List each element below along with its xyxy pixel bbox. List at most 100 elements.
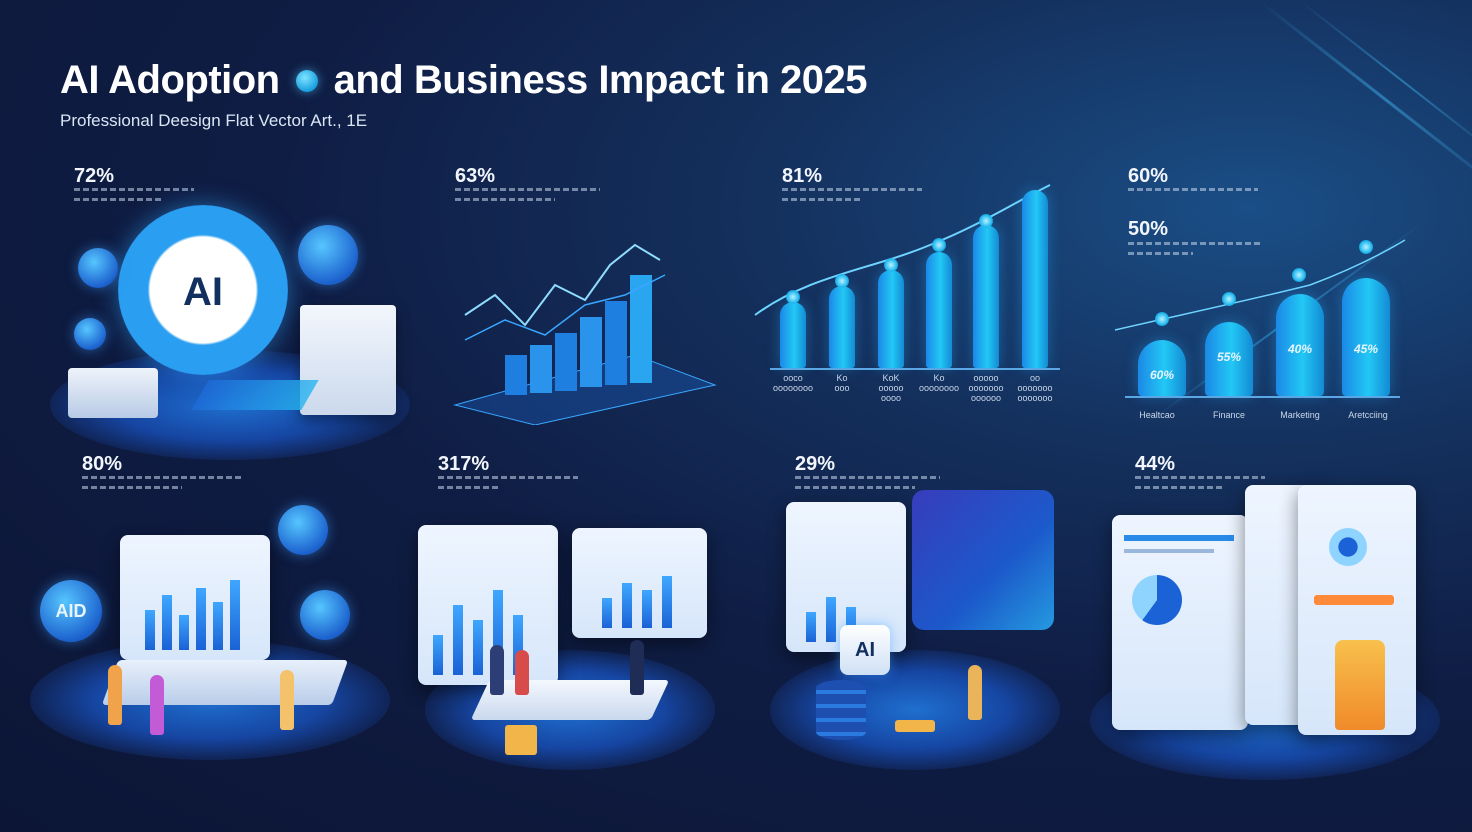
bar <box>780 302 806 368</box>
server-block <box>300 305 396 415</box>
dashboard-screen <box>572 528 707 638</box>
caption-placeholder <box>782 198 862 201</box>
bar <box>1138 340 1186 396</box>
bar <box>1205 322 1253 396</box>
analytics-icon <box>300 590 350 640</box>
bar <box>973 225 999 368</box>
bar-value-label: 45% <box>1353 342 1379 356</box>
bar-value-label: 55% <box>1216 350 1242 364</box>
stat-value-top: 60% <box>1128 165 1169 187</box>
ai-box-text: AI <box>855 638 875 661</box>
pie-stand-icon <box>1335 640 1385 730</box>
person-figure <box>515 650 529 695</box>
background-light-streak <box>1259 0 1472 200</box>
laptop-keyboard <box>101 660 349 705</box>
category-label: Marketing <box>1280 410 1320 420</box>
category-label: Finance <box>1212 410 1246 420</box>
gear-icon <box>78 248 118 288</box>
stat-value: 50% <box>1128 218 1169 240</box>
caption-placeholder <box>82 486 182 489</box>
category-label: Aretcciing <box>1348 410 1388 420</box>
chat-icon <box>278 505 328 555</box>
caption-placeholder <box>1135 486 1225 489</box>
caption-placeholder <box>1128 252 1193 255</box>
caption-placeholder <box>1135 476 1265 479</box>
caption-placeholder <box>74 188 194 191</box>
title-part-1: AI Adoption <box>60 58 280 102</box>
ai-ring-icon <box>118 205 288 375</box>
stat-value: 81% <box>782 165 823 187</box>
ai-chip-text: AID <box>55 600 87 621</box>
bar <box>878 270 904 368</box>
node-icon <box>932 238 946 252</box>
baseline <box>770 368 1060 370</box>
node-icon <box>835 274 849 288</box>
stat-value: 80% <box>82 453 123 475</box>
report-page <box>1112 515 1248 730</box>
bar-label: KoK ooooo oooo <box>878 373 904 403</box>
floor-panel <box>191 380 319 410</box>
node-icon <box>884 258 898 272</box>
bar <box>829 286 855 368</box>
platform-base <box>770 650 1060 770</box>
node-icon <box>1222 292 1236 306</box>
bar-value-label: 60% <box>1149 368 1175 382</box>
person-figure <box>280 670 294 730</box>
caption-placeholder <box>1128 242 1263 245</box>
chart-icon <box>74 318 106 350</box>
caption-placeholder <box>795 486 915 489</box>
stack-block <box>68 368 158 418</box>
bar-label: ooooo ooooooo oooooo <box>968 373 1004 403</box>
bar <box>1342 278 1390 396</box>
person-figure <box>630 640 644 695</box>
stat-value: 63% <box>455 165 496 187</box>
caption-placeholder <box>438 476 578 479</box>
ai-chip-icon: AID <box>40 580 102 642</box>
page-subtitle: Professional Deesign Flat Vector Art., 1… <box>60 111 368 130</box>
chart-bars <box>505 275 652 395</box>
trend-line <box>464 274 666 341</box>
person-figure <box>968 665 982 720</box>
stat-value: 317% <box>438 453 490 475</box>
caption-placeholder <box>455 198 555 201</box>
person-figure <box>490 645 504 695</box>
caption-placeholder <box>782 188 922 191</box>
bar-value-label: 40% <box>1287 342 1313 356</box>
server-stack <box>816 680 866 740</box>
ai-badge-text: AI <box>183 270 223 314</box>
title-part-2: and Business Impact in 2025 <box>333 58 868 102</box>
node-icon <box>1292 268 1306 282</box>
node-icon <box>1359 240 1373 254</box>
caption-placeholder <box>1128 188 1258 191</box>
chair <box>505 725 537 755</box>
trend-curve <box>754 184 1051 316</box>
caption-placeholder <box>82 476 242 479</box>
category-label: Healtcao <box>1139 410 1175 420</box>
baseline <box>1125 396 1400 398</box>
holo-screen <box>912 490 1054 630</box>
isometric-growth-chart <box>453 243 717 425</box>
bar-label: oo ooooooo ooooooo <box>1017 373 1053 403</box>
chair <box>895 720 935 732</box>
node-icon <box>979 214 993 228</box>
caption-placeholder <box>438 486 498 489</box>
caption-placeholder <box>74 198 164 201</box>
caption-placeholder <box>795 476 940 479</box>
search-icon <box>298 225 358 285</box>
stat-value: 44% <box>1135 453 1176 475</box>
bar <box>1276 294 1324 396</box>
stat-value: 29% <box>795 453 836 475</box>
bar-label: Ko ooo <box>834 373 850 393</box>
background-light-streak <box>1299 0 1472 162</box>
page-title: AI Adoption and Business Impact in 2025 <box>60 58 868 103</box>
person-figure <box>108 665 122 725</box>
laptop-screen <box>120 535 270 660</box>
bar <box>926 252 952 368</box>
header: AI Adoption and Business Impact in 2025 … <box>60 58 868 131</box>
node-icon <box>786 290 800 304</box>
bar-label: ooco oooooooo <box>772 373 814 393</box>
stat-value: 72% <box>74 165 115 187</box>
trend-line <box>464 243 661 327</box>
title-dot-icon <box>295 69 318 92</box>
person-figure <box>150 675 164 735</box>
